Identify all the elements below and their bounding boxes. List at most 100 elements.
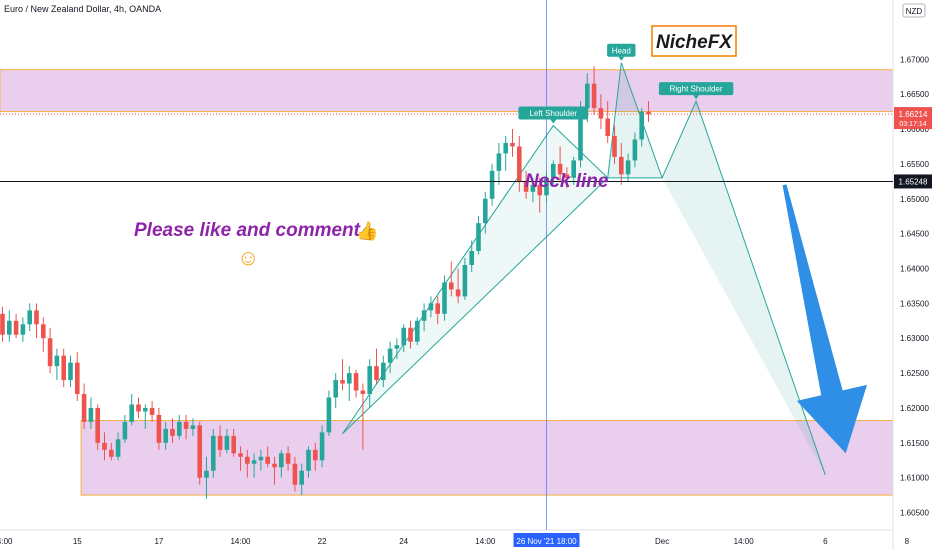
candle (564, 167, 570, 189)
candle-body (75, 362, 80, 395)
candle (177, 414, 182, 440)
candle-body (646, 111, 651, 115)
candle (625, 153, 631, 182)
candle (340, 359, 345, 391)
time-axis[interactable]: 14:00151714:00222414:00Dec14:006814:0026… (0, 533, 932, 547)
candle-body (387, 348, 393, 363)
candle (143, 404, 148, 429)
candle (190, 418, 196, 436)
candle-body (238, 453, 243, 457)
candle-body (489, 170, 495, 199)
candle (20, 317, 26, 342)
candle (258, 449, 264, 471)
x-tick-label: 14:00 (0, 537, 13, 546)
candle-body (442, 282, 447, 314)
candle-body (428, 303, 434, 311)
candle-body (115, 439, 121, 457)
candle (279, 449, 284, 478)
neckline-price-label: 1.65248 (899, 177, 928, 186)
candle (122, 414, 128, 443)
candle-body (455, 289, 461, 297)
current-price-label: 1.66214 (899, 110, 928, 119)
candle (136, 397, 141, 419)
candle-body (20, 324, 26, 335)
candle-body (136, 404, 141, 412)
candle (455, 268, 461, 304)
candle-body (435, 303, 440, 314)
pattern-label-bg (607, 43, 636, 57)
candle (394, 338, 400, 360)
candle (251, 453, 257, 478)
candle-body (170, 428, 175, 436)
candle (224, 428, 230, 454)
candle-body (122, 421, 128, 440)
candle-body (279, 453, 284, 468)
candle-body (347, 373, 352, 384)
candle (646, 101, 651, 123)
candle (374, 348, 379, 384)
candle-body (381, 362, 386, 381)
candle (639, 108, 644, 147)
candle (632, 132, 638, 168)
candle-body (265, 456, 270, 464)
candle (149, 400, 155, 422)
candle-body (530, 184, 536, 192)
candle (523, 170, 529, 199)
candle (503, 135, 508, 171)
candle-body (367, 366, 372, 395)
caption-text: Please like and comment (134, 220, 361, 241)
candle (401, 324, 406, 353)
candle (231, 428, 236, 457)
candle (217, 425, 223, 457)
candle (170, 418, 175, 443)
candle (129, 394, 134, 426)
candle (7, 310, 12, 342)
candle-body (272, 463, 277, 468)
candle (421, 303, 427, 332)
candle (449, 261, 454, 297)
candle-body (571, 160, 576, 178)
head-and-shoulders-pattern (342, 0, 826, 530)
candle-body (510, 142, 515, 147)
x-tick-label: 17 (154, 537, 163, 546)
smiley-icon: ☺ (237, 245, 259, 270)
candle (34, 303, 39, 339)
x-highlight-label: 26 Nov '21 18:00 (516, 537, 577, 546)
candle-body (319, 432, 325, 461)
price-axis[interactable]: NZD 1.67000 1.66500 1.66000 1.65500 1.65000 1… (894, 3, 932, 518)
candle (496, 142, 502, 185)
down-arrow-icon (782, 184, 868, 454)
thumbs-up-icon: 👍 (356, 220, 378, 241)
y-tick-label: 1.61500 (900, 439, 929, 448)
x-tick-label: Dec (655, 537, 669, 546)
candle-body (639, 111, 644, 140)
candle-body (149, 407, 155, 415)
y-tick-label: 1.65500 (900, 160, 929, 169)
candle-body (7, 320, 12, 335)
pattern-label-text: Right Shoulder (670, 85, 723, 94)
candle-body (102, 442, 107, 450)
candle (102, 432, 107, 461)
candle (612, 125, 617, 164)
candle (319, 425, 325, 468)
candle-body (163, 428, 168, 443)
neck-line-label: Neck line (525, 171, 609, 192)
candle (75, 352, 80, 401)
neckline-price-badge (894, 174, 932, 189)
candle (537, 177, 542, 213)
projection-arrow (782, 184, 868, 454)
candle-body (217, 435, 223, 450)
candle (197, 421, 202, 485)
candle-body (47, 338, 53, 367)
y-tick-label: 1.64000 (900, 264, 929, 273)
candle (387, 341, 393, 374)
candle-body (204, 470, 209, 478)
grid (0, 0, 894, 550)
candle-body (81, 394, 87, 422)
countdown-label: 03:17:14 (899, 121, 926, 128)
candle (408, 320, 413, 349)
candle-body (299, 470, 304, 485)
candle-body (27, 310, 32, 325)
y-tick-label: 1.63000 (900, 334, 929, 343)
